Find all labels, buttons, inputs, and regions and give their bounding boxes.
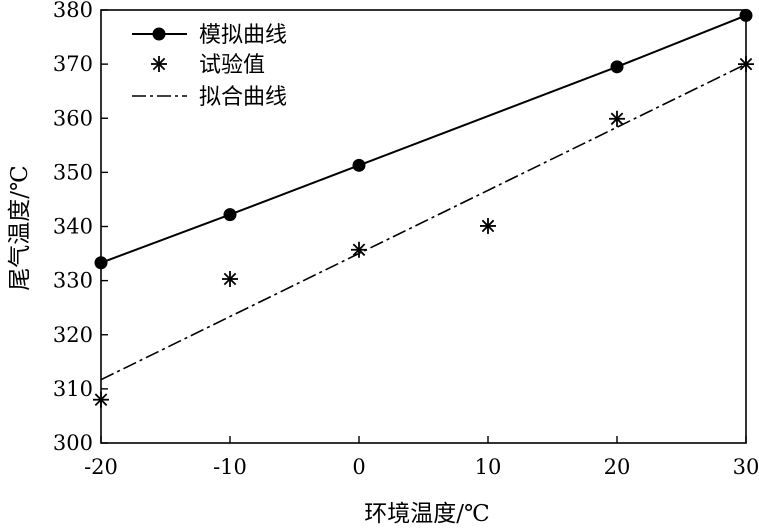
legend-marker-experimental bbox=[151, 56, 167, 72]
legend-label-simulated: 模拟曲线 bbox=[199, 23, 287, 48]
simulated-point bbox=[739, 8, 753, 22]
x-tick-label: -10 bbox=[213, 455, 247, 479]
y-tick-label: 350 bbox=[53, 160, 93, 184]
legend: 模拟曲线 试验值 拟合曲线 bbox=[132, 23, 287, 110]
series-layer bbox=[93, 8, 754, 408]
legend-marker-simulated bbox=[152, 27, 166, 41]
y-tick-label: 370 bbox=[53, 52, 93, 76]
x-tick-label: 10 bbox=[475, 455, 502, 479]
y-tick-label: 300 bbox=[53, 431, 93, 455]
experimental-point bbox=[609, 110, 625, 127]
experimental-point bbox=[222, 271, 238, 288]
y-tick-label: 340 bbox=[53, 215, 93, 239]
y-ticks: 300 310 320 330 340 350 360 370 380 bbox=[53, 0, 108, 455]
y-tick-label: 330 bbox=[53, 269, 93, 293]
simulated-point bbox=[94, 256, 108, 270]
legend-label-fitted: 拟合曲线 bbox=[199, 85, 287, 110]
legend-label-experimental: 试验值 bbox=[199, 53, 265, 78]
experimental-point bbox=[480, 217, 496, 234]
legend-star-glyph bbox=[151, 56, 167, 72]
simulated-curve-line bbox=[100, 14, 747, 264]
y-tick-label: 320 bbox=[53, 323, 93, 347]
y-tick-label: 380 bbox=[53, 0, 93, 22]
x-tick-label: -20 bbox=[84, 455, 118, 479]
fitted-curve-line bbox=[100, 63, 747, 381]
simulated-point bbox=[610, 60, 624, 74]
x-tick-label: 0 bbox=[352, 455, 365, 479]
y-tick-label: 360 bbox=[53, 106, 93, 130]
x-axis-title: 环境温度/℃ bbox=[364, 501, 489, 527]
experimental-point bbox=[738, 56, 754, 73]
simulated-point bbox=[223, 208, 237, 222]
x-ticks: -20 -10 0 10 20 30 bbox=[84, 436, 759, 479]
y-axis-title: 尾气温度/℃ bbox=[7, 165, 33, 290]
y-tick-label: 310 bbox=[53, 377, 93, 401]
x-tick-label: 30 bbox=[733, 455, 759, 479]
experimental-point bbox=[93, 391, 109, 408]
simulated-point bbox=[352, 158, 366, 172]
experimental-point bbox=[351, 241, 367, 258]
x-tick-label: 20 bbox=[604, 455, 631, 479]
